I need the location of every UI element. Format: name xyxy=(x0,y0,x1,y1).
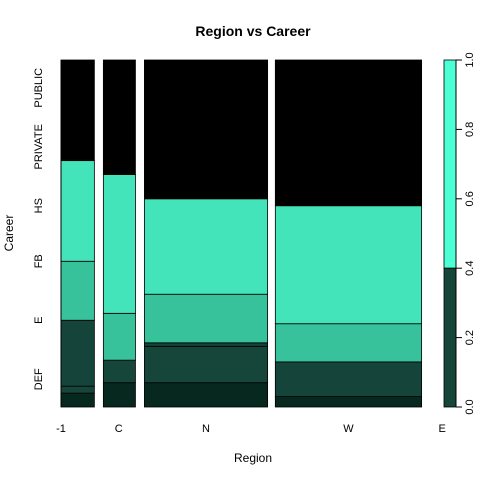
mosaic-segment xyxy=(274,205,423,325)
right-legend-bar xyxy=(443,59,457,408)
mosaic-column xyxy=(274,59,423,408)
x-tick-label: W xyxy=(343,423,354,435)
y-axis-title: Career xyxy=(2,215,16,252)
mosaic-column xyxy=(102,59,136,408)
mosaic-segment xyxy=(144,59,269,200)
right-tick-label: 0.2 xyxy=(464,330,476,345)
mosaic-segment xyxy=(60,385,95,394)
y-category-label: E xyxy=(33,317,45,324)
y-category-label: FB xyxy=(33,254,45,268)
x-tick-label: -1 xyxy=(56,423,66,435)
right-tick-label: 0.4 xyxy=(464,261,476,276)
right-tick-label: 0.0 xyxy=(464,399,476,414)
legend-lower-block xyxy=(443,267,457,408)
mosaic-segment xyxy=(60,59,95,162)
x-axis-title: Region xyxy=(234,451,272,465)
mosaic-segment xyxy=(144,293,269,344)
mosaic-segment xyxy=(102,312,136,361)
mosaic-segment xyxy=(274,361,423,397)
mosaic-segment xyxy=(102,359,136,384)
mosaic-segment xyxy=(102,174,136,314)
mosaic-segment xyxy=(144,198,269,295)
x-tick-label: C xyxy=(115,423,123,435)
mosaic-columns xyxy=(60,59,423,408)
right-axis-ticks: 0.0 0.2 0.4 0.6 0.8 1.0 xyxy=(456,52,476,415)
right-tick-label: 0.8 xyxy=(464,122,476,137)
mosaic-segment xyxy=(274,323,423,363)
chart-title: Region vs Career xyxy=(195,23,311,39)
mosaic-segment xyxy=(60,319,95,387)
right-tick-label: 0.6 xyxy=(464,191,476,206)
right-tick-label: 1.0 xyxy=(464,52,476,67)
x-axis-labels: -1 C N W E xyxy=(56,423,446,435)
mosaic-segment xyxy=(60,392,95,408)
y-category-label: DEF xyxy=(33,368,45,390)
y-category-label: PRIVATE xyxy=(33,124,45,169)
mosaic-segment xyxy=(274,396,423,408)
mosaic-column xyxy=(60,59,95,408)
mosaic-column xyxy=(144,59,269,408)
left-axis-labels: DEF E FB HS PRIVATE PUBLIC xyxy=(33,68,45,390)
x-tick-label: N xyxy=(202,423,210,435)
mosaic-segment xyxy=(144,382,269,408)
y-category-label: HS xyxy=(33,198,45,213)
x-tick-label: E xyxy=(438,423,445,435)
y-category-label: PUBLIC xyxy=(33,68,45,108)
mosaic-segment xyxy=(102,382,136,408)
mosaic-segment xyxy=(60,160,95,262)
mosaic-segment xyxy=(60,260,95,321)
mosaic-segment xyxy=(144,342,269,347)
mosaic-segment xyxy=(274,59,423,207)
mosaic-segment xyxy=(102,59,136,175)
legend-upper-block xyxy=(443,59,457,269)
mosaic-segment xyxy=(144,345,269,384)
